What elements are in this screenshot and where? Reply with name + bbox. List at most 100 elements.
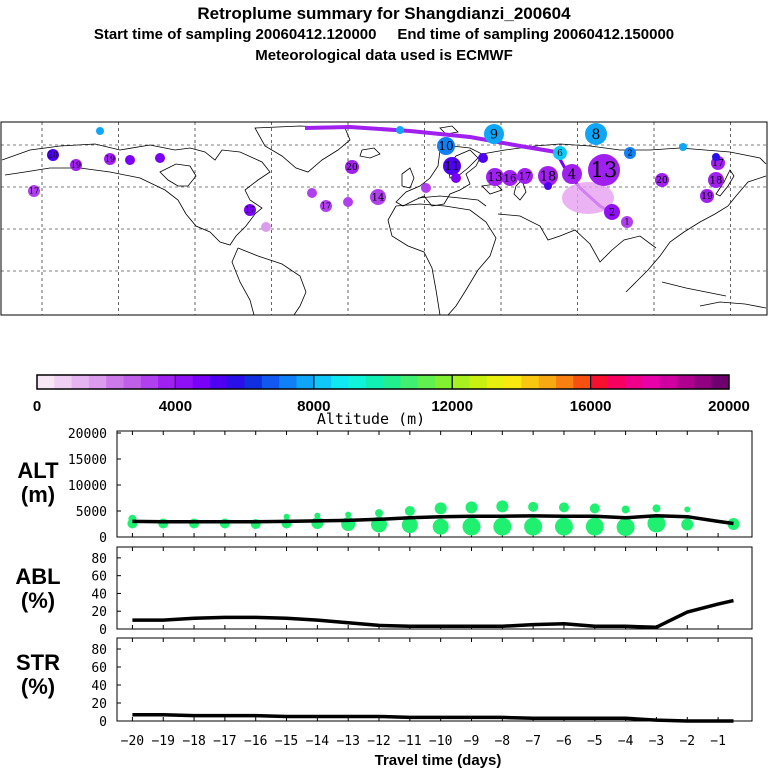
start-time-label: Start time of sampling 20060412.120000 [93, 26, 377, 43]
colorbar-cell-28 [521, 375, 540, 389]
coast-svalbard [439, 125, 459, 135]
plume-marker-label-1: 8 [592, 127, 601, 143]
colorbar-cell-35 [642, 375, 661, 389]
plume-marker-label-22: 19 [71, 161, 81, 170]
xtick-label-2: −18 [182, 734, 205, 749]
panel-ylabel-1-1: (%) [21, 588, 55, 613]
panel-ylabel-0-0: ALT [17, 458, 59, 483]
sampling-times: Start time of sampling 20060412.120000 E… [0, 26, 768, 43]
panel-frame-2 [116, 637, 753, 722]
panel-str: 0 20 40 60 80 STR(%) [16, 637, 753, 730]
ytick-label-2-2: 40 [91, 679, 107, 694]
end-time-label: End time of sampling 20060412.150000 [397, 26, 675, 43]
plume-marker-5 [502, 170, 518, 186]
panel-ylabel-2-0: STR [16, 650, 60, 675]
plume-marker-3 [443, 157, 461, 175]
plume-marker-36 [96, 127, 104, 135]
plume-marker-18 [370, 189, 386, 205]
colorbar-cell-20 [383, 375, 401, 389]
alt-bubble-7 [283, 513, 290, 520]
ytick-label-1-4: 80 [91, 552, 107, 567]
colorbar-cell-13 [261, 375, 280, 389]
plume-marker-label-20: 17 [245, 206, 255, 215]
colorbar-cell-29 [538, 375, 557, 389]
plume-marker-12 [655, 173, 669, 187]
alt-bubble-8 [311, 516, 324, 529]
panel-ylabel-1-0: ABL [15, 564, 60, 589]
alt-bubble-20 [493, 517, 512, 536]
colorbar-cell-36 [659, 375, 678, 389]
colorbar-cells [37, 375, 730, 389]
chart-title: Retroplume summary for Shangdianzi_20060… [197, 4, 571, 23]
series-line-abl [132, 598, 734, 629]
plume-marker-21 [104, 153, 116, 165]
plume-marker-19 [345, 160, 359, 174]
xtick-label-17: −3 [649, 734, 665, 749]
plume-marker-label-14: 19 [701, 192, 713, 202]
colorbar-cell-22 [417, 375, 436, 389]
coast-south-america-w [231, 247, 255, 316]
xtick-label-7: −13 [336, 734, 359, 749]
plume-marker-label-19: 20 [346, 163, 358, 173]
ytick-label-2-1: 20 [91, 697, 107, 712]
series-line-str [132, 712, 734, 723]
ytick-label-1-2: 40 [91, 587, 107, 602]
xtick-label-11: −9 [464, 734, 480, 749]
xtick-label-13: −7 [525, 734, 541, 749]
xtick-label-10: −10 [429, 734, 452, 749]
alt-bubble-32 [681, 518, 694, 531]
alt-bubble-11 [345, 511, 352, 518]
plume-marker-9 [588, 154, 620, 186]
colorbar-cell-8 [175, 375, 194, 389]
plume-marker-35 [679, 143, 687, 151]
plume-marker-28 [307, 188, 317, 198]
plume-marker-11 [624, 147, 636, 159]
colorbar-cell-38 [694, 375, 713, 389]
ytick-label-0-4: 20000 [68, 427, 107, 442]
colorbar-cell-30 [556, 375, 574, 389]
alt-bubble-26 [585, 517, 604, 536]
panel-ylabel-2-1: (%) [21, 674, 55, 699]
plume-marker-7 [538, 166, 558, 186]
colorbar-label: Altitude (m) [317, 410, 425, 428]
coast-africa [395, 203, 497, 316]
alt-bubble-16 [432, 518, 449, 535]
alt-bubble-17 [434, 502, 447, 515]
panel-ylabel-0-1: (m) [21, 482, 55, 507]
plume-marker-label-10: 6 [557, 149, 563, 159]
plume-marker-label-3: 11 [444, 159, 459, 173]
plume-marker-0 [484, 124, 504, 144]
map-grid [1, 122, 767, 315]
colorbar-cell-25 [469, 375, 488, 389]
plume-marker-23 [28, 185, 40, 197]
xtick-label-5: −15 [275, 734, 298, 749]
colorbar-cell-17 [331, 375, 349, 389]
plume-track-upper [304, 124, 557, 154]
panel-abl: 0 20 40 60 80 ABL(%) [15, 546, 753, 638]
plume-marker-25 [155, 153, 165, 163]
alt-bubble-25 [558, 502, 569, 513]
coast-hudson-bay [159, 163, 197, 187]
coast-australia [699, 301, 767, 309]
xtick-label-19: −1 [710, 734, 726, 749]
plume-marker-label-24: 20 [48, 151, 58, 160]
colorbar-cell-11 [227, 375, 245, 389]
plume-marker-label-17: 1 [624, 218, 629, 227]
alt-bubble-28 [616, 518, 635, 537]
colorbar-cell-6 [140, 375, 159, 389]
coast-arabia-india [497, 213, 657, 263]
plume-marker-label-12: 20 [656, 176, 668, 186]
alt-bubble-9 [314, 512, 321, 519]
colorbar-cell-3 [88, 375, 107, 389]
alt-bubble-15 [404, 506, 415, 516]
alt-bubble-13 [375, 509, 384, 518]
time-series-panels: 05000100001500020000ALT(m)020406080ABL(%… [15, 427, 753, 730]
colorbar-cell-23 [434, 375, 453, 389]
colorbar-cell-7 [158, 375, 176, 389]
colorbar-cell-2 [71, 375, 90, 389]
plume-marker-label-6: 17 [519, 172, 532, 183]
plume-marker-10 [553, 146, 567, 160]
colorbar-cell-32 [590, 375, 609, 389]
